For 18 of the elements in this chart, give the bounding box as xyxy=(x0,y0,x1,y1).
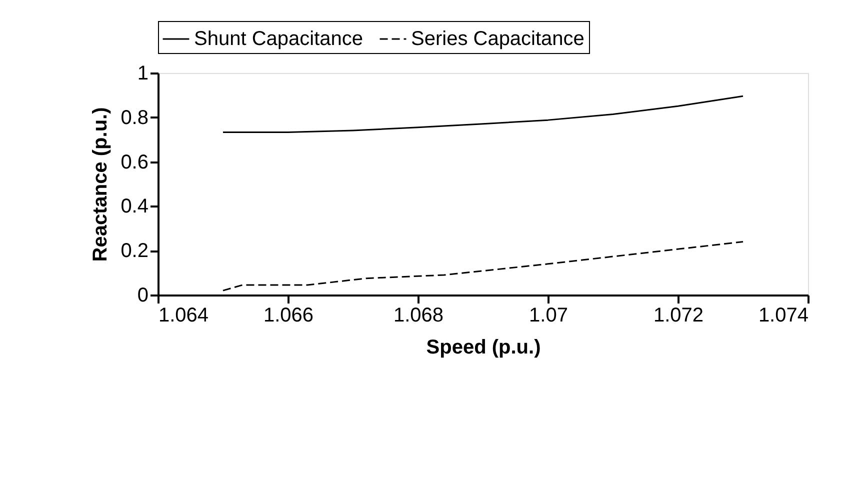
line-series xyxy=(222,240,744,292)
y-tick-label: 1 xyxy=(137,62,148,84)
y-tick-label: 0 xyxy=(137,284,148,306)
x-tick-label: 1.068 xyxy=(393,304,444,326)
y-axis-title: Reactance (p.u.) xyxy=(90,107,112,262)
x-tick-label: 1.064 xyxy=(158,304,209,326)
x-tick-label: 1.066 xyxy=(263,304,314,326)
x-tick-label: 1.07 xyxy=(529,304,568,326)
line-series xyxy=(222,95,744,134)
y-tick-label: 0.4 xyxy=(120,196,148,218)
legend-label: Series Capacitance xyxy=(411,28,584,50)
y-tick-label: 0.8 xyxy=(120,106,148,129)
y-tick-label: 0.6 xyxy=(120,151,148,174)
y-tick-label: 0.2 xyxy=(120,240,148,262)
x-axis-title: Speed (p.u.) xyxy=(426,336,541,358)
legend-label: Shunt Capacitance xyxy=(194,28,364,50)
x-tick-label: 1.072 xyxy=(653,304,704,326)
x-tick-label: 1.074 xyxy=(758,304,808,326)
